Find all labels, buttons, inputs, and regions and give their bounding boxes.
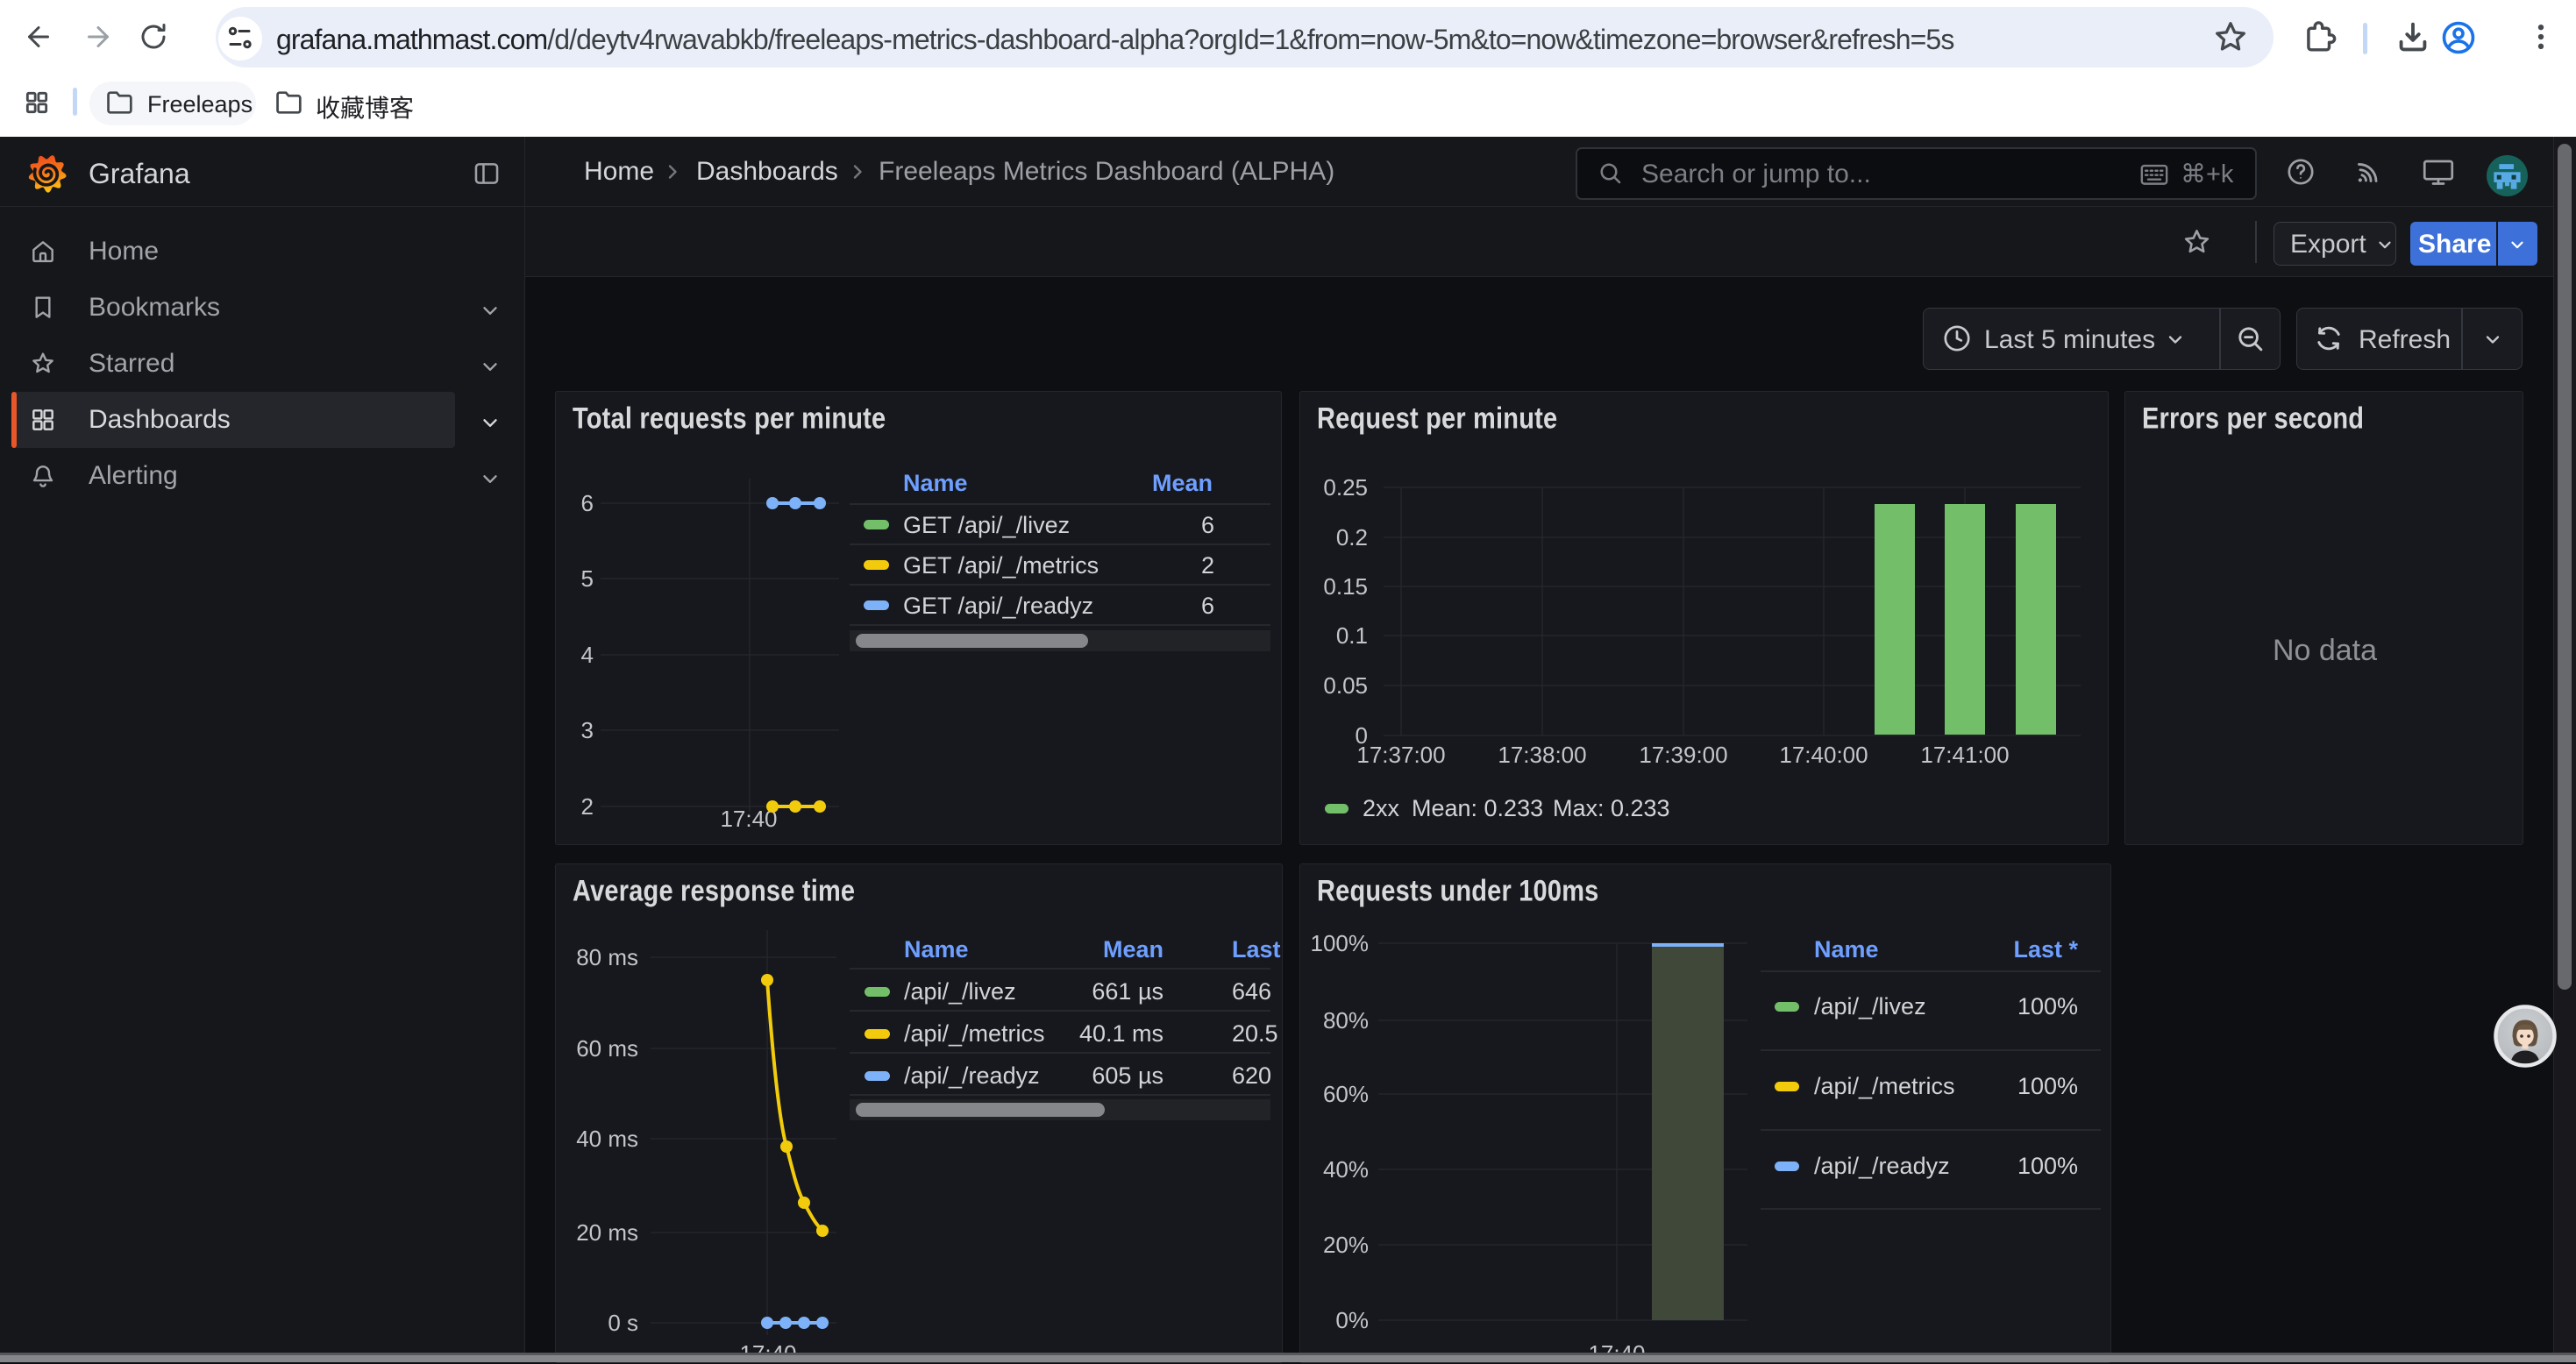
svg-text:5: 5	[581, 565, 594, 592]
svg-text:605 µs: 605 µs	[1092, 1062, 1163, 1089]
svg-text:GET /api/_/readyz: GET /api/_/readyz	[903, 593, 1093, 619]
svg-text:0.05: 0.05	[1323, 672, 1368, 699]
svg-text:/api/_/readyz: /api/_/readyz	[1814, 1153, 1950, 1179]
svg-text:0.1: 0.1	[1336, 622, 1368, 649]
svg-text:6: 6	[581, 490, 594, 516]
svg-text:2: 2	[1201, 552, 1214, 579]
svg-text:0%: 0%	[1335, 1307, 1369, 1333]
svg-text:GET /api/_/livez: GET /api/_/livez	[903, 512, 1070, 538]
svg-text:17:40:00: 17:40:00	[1779, 742, 1868, 768]
svg-text:0.15: 0.15	[1323, 573, 1368, 600]
svg-text:6: 6	[1201, 593, 1214, 619]
svg-text:100%: 100%	[1311, 930, 1370, 956]
svg-text:0 s: 0 s	[608, 1310, 638, 1336]
svg-text:20 ms: 20 ms	[576, 1219, 638, 1246]
svg-text:60%: 60%	[1323, 1081, 1369, 1107]
svg-text:17:41:00: 17:41:00	[1920, 742, 2009, 768]
svg-text:/api/_/livez: /api/_/livez	[904, 978, 1016, 1005]
svg-text:0: 0	[1356, 722, 1368, 749]
svg-text:40.1 ms: 40.1 ms	[1079, 1020, 1163, 1047]
svg-text:17:39:00: 17:39:00	[1639, 742, 1727, 768]
svg-text:Mean: 0.233: Mean: 0.233	[1412, 795, 1543, 821]
svg-text:100%: 100%	[2017, 1153, 2078, 1179]
svg-text:646: 646	[1232, 978, 1271, 1005]
svg-text:17:37:00: 17:37:00	[1356, 742, 1445, 768]
svg-text:80 ms: 80 ms	[576, 944, 638, 970]
svg-text:6: 6	[1201, 512, 1214, 538]
svg-text:Mean: Mean	[1103, 936, 1163, 963]
svg-text:Mean: Mean	[1152, 470, 1213, 496]
svg-text:620: 620	[1232, 1062, 1271, 1089]
svg-text:Name: Name	[1814, 936, 1879, 963]
svg-text:Last *: Last *	[2013, 936, 2078, 963]
svg-text:3: 3	[581, 717, 594, 743]
svg-text:/api/_/metrics: /api/_/metrics	[1814, 1073, 1955, 1099]
svg-text:Last: Last	[1232, 936, 1281, 963]
svg-text:60 ms: 60 ms	[576, 1035, 638, 1062]
svg-text:/api/_/metrics: /api/_/metrics	[904, 1020, 1045, 1047]
svg-text:2: 2	[581, 793, 594, 820]
svg-text:0.25: 0.25	[1323, 474, 1368, 501]
svg-text:GET /api/_/metrics: GET /api/_/metrics	[903, 552, 1099, 579]
svg-text:2xx: 2xx	[1363, 795, 1400, 821]
svg-text:100%: 100%	[2017, 993, 2078, 1019]
svg-text:17:38:00: 17:38:00	[1498, 742, 1586, 768]
svg-text:20%: 20%	[1323, 1232, 1369, 1258]
svg-text:40 ms: 40 ms	[576, 1126, 638, 1152]
svg-text:4: 4	[581, 642, 594, 668]
svg-text:Name: Name	[904, 936, 969, 963]
svg-text:/api/_/livez: /api/_/livez	[1814, 993, 1926, 1019]
svg-text:100%: 100%	[2017, 1073, 2078, 1099]
svg-text:Name: Name	[903, 470, 968, 496]
svg-text:661 µs: 661 µs	[1092, 978, 1163, 1005]
svg-text:/api/_/readyz: /api/_/readyz	[904, 1062, 1040, 1089]
svg-text:20.5 r: 20.5 r	[1232, 1020, 1284, 1047]
svg-text:80%: 80%	[1323, 1007, 1369, 1034]
svg-text:40%: 40%	[1323, 1156, 1369, 1183]
svg-text:Max: 0.233: Max: 0.233	[1553, 795, 1670, 821]
svg-text:0.2: 0.2	[1336, 524, 1368, 551]
